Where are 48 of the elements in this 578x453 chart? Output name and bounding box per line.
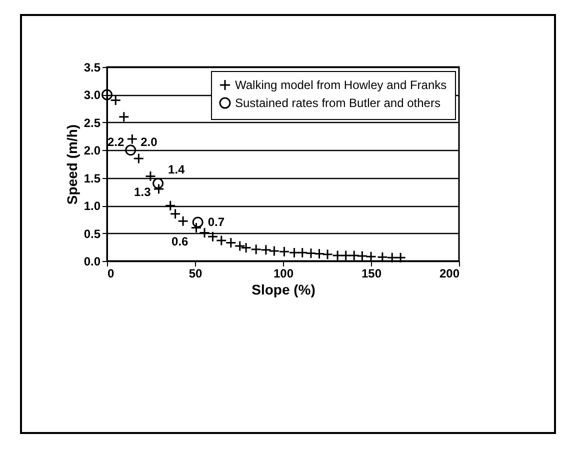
y-tick-label: 0.5 bbox=[84, 226, 101, 241]
point bbox=[102, 89, 112, 100]
point bbox=[207, 231, 218, 242]
x-axis-title: Slope (%) bbox=[252, 282, 316, 298]
y-tick-label: 3.0 bbox=[84, 88, 101, 102]
point bbox=[216, 235, 227, 246]
point bbox=[340, 250, 352, 261]
y-tick-label: 2.5 bbox=[84, 116, 101, 130]
point bbox=[126, 134, 138, 145]
x-tick-label: 50 bbox=[188, 266, 202, 280]
point bbox=[386, 252, 398, 264]
point bbox=[133, 152, 144, 164]
point bbox=[118, 111, 130, 122]
point bbox=[192, 216, 204, 228]
point bbox=[260, 244, 272, 256]
y-tick-label: 2.0 bbox=[84, 144, 101, 158]
point bbox=[395, 252, 406, 264]
point bbox=[225, 237, 236, 248]
x-tick-label: 150 bbox=[361, 266, 382, 280]
point bbox=[178, 216, 189, 227]
data-label: 2.0 bbox=[140, 135, 158, 150]
point bbox=[332, 250, 344, 261]
point bbox=[125, 144, 136, 156]
x-tick-label: 200 bbox=[439, 266, 460, 280]
y-tick-label: 0.0 bbox=[84, 254, 101, 268]
point bbox=[348, 250, 360, 261]
data-label: 0.7 bbox=[208, 215, 225, 230]
point bbox=[296, 247, 308, 258]
point bbox=[288, 247, 300, 258]
y-axis-title: Speed (m/h) bbox=[64, 124, 80, 205]
point bbox=[170, 208, 181, 220]
point bbox=[356, 250, 368, 262]
data-label: 1.4 bbox=[168, 162, 186, 176]
legend-label: Walking model from Howley and Franks bbox=[235, 78, 447, 92]
data-label: 0.6 bbox=[172, 234, 189, 249]
data-label: 2.2 bbox=[107, 135, 124, 150]
y-tick-label: 1.0 bbox=[84, 199, 101, 214]
x-tick-label: 100 bbox=[273, 266, 294, 280]
x-tick-label: 0 bbox=[108, 266, 114, 280]
point bbox=[322, 248, 334, 260]
legend-label: Sustained rates from Butler and others bbox=[235, 96, 440, 110]
y-tick-label: 3.5 bbox=[84, 60, 101, 74]
y-tick-label: 1.5 bbox=[84, 171, 101, 186]
data-label: 1.3 bbox=[134, 184, 152, 199]
point bbox=[278, 246, 290, 258]
point bbox=[250, 244, 262, 255]
point bbox=[152, 178, 164, 189]
point bbox=[268, 246, 280, 257]
